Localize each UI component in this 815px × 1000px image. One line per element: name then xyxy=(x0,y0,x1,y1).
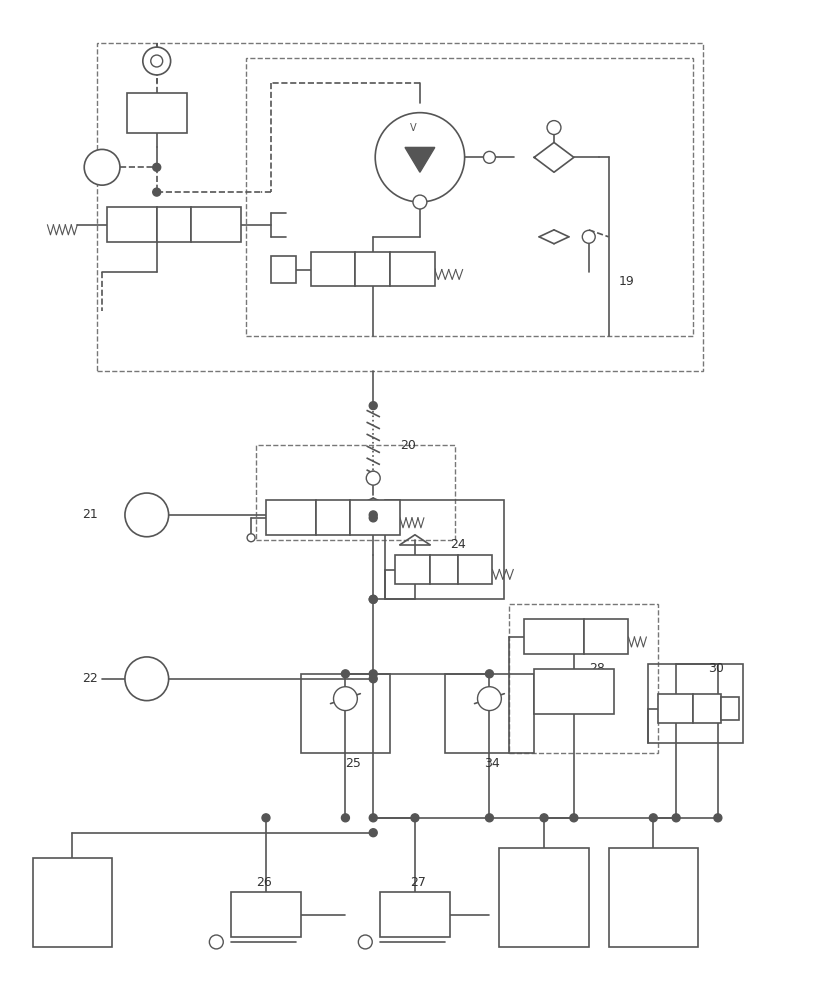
Circle shape xyxy=(369,471,377,479)
Bar xyxy=(390,252,435,286)
Circle shape xyxy=(359,935,372,949)
Circle shape xyxy=(262,814,270,822)
Circle shape xyxy=(84,149,120,185)
Bar xyxy=(107,207,156,242)
Text: 22: 22 xyxy=(82,672,98,685)
Circle shape xyxy=(369,595,377,603)
Circle shape xyxy=(478,687,501,711)
Circle shape xyxy=(540,814,548,822)
Text: V: V xyxy=(410,123,416,133)
Circle shape xyxy=(483,151,496,163)
Circle shape xyxy=(369,514,377,522)
Bar xyxy=(301,674,390,753)
Bar xyxy=(315,500,350,535)
Bar xyxy=(584,619,628,654)
Circle shape xyxy=(152,188,161,196)
Text: 29: 29 xyxy=(519,876,535,889)
Polygon shape xyxy=(405,147,435,172)
Bar xyxy=(355,252,390,286)
Circle shape xyxy=(570,814,578,822)
Bar xyxy=(609,848,698,947)
Bar xyxy=(256,445,455,540)
Circle shape xyxy=(411,814,419,822)
Bar xyxy=(127,93,187,133)
Bar xyxy=(659,694,693,723)
Circle shape xyxy=(486,814,493,822)
Text: N: N xyxy=(130,120,136,130)
Circle shape xyxy=(333,687,357,711)
Circle shape xyxy=(143,47,170,75)
Bar xyxy=(458,555,492,584)
Bar xyxy=(720,697,738,720)
Circle shape xyxy=(369,814,377,822)
Text: 28: 28 xyxy=(588,662,605,675)
Text: 30: 30 xyxy=(708,662,724,675)
Circle shape xyxy=(341,670,350,678)
Bar xyxy=(311,252,355,286)
Text: 25: 25 xyxy=(346,757,361,770)
Text: 34: 34 xyxy=(484,757,500,770)
Circle shape xyxy=(650,814,657,822)
Bar xyxy=(192,207,241,242)
Bar xyxy=(395,555,430,584)
Circle shape xyxy=(486,670,493,678)
Bar xyxy=(266,500,315,535)
Circle shape xyxy=(672,814,681,822)
Text: 26: 26 xyxy=(256,876,271,889)
Bar xyxy=(693,694,720,723)
Circle shape xyxy=(125,657,169,701)
Bar xyxy=(231,892,301,937)
Circle shape xyxy=(152,163,161,171)
Bar xyxy=(271,256,296,283)
Text: 21: 21 xyxy=(82,508,98,521)
Circle shape xyxy=(369,675,377,683)
Circle shape xyxy=(582,230,595,243)
Text: 19: 19 xyxy=(619,275,634,288)
Text: 20: 20 xyxy=(400,439,416,452)
Circle shape xyxy=(547,121,561,135)
Circle shape xyxy=(714,814,722,822)
Circle shape xyxy=(369,595,377,603)
Text: M: M xyxy=(137,514,143,524)
Circle shape xyxy=(369,402,377,410)
Circle shape xyxy=(125,493,169,537)
Bar xyxy=(534,669,614,714)
Text: 27: 27 xyxy=(410,876,426,889)
Bar xyxy=(246,58,693,336)
Text: 31: 31 xyxy=(649,876,664,889)
Circle shape xyxy=(341,814,350,822)
Bar xyxy=(524,619,584,654)
Bar xyxy=(445,674,534,753)
Bar xyxy=(33,858,112,947)
Bar xyxy=(500,848,588,947)
Circle shape xyxy=(413,195,427,209)
Bar xyxy=(156,207,192,242)
Bar xyxy=(97,43,703,371)
Circle shape xyxy=(366,471,380,485)
Bar xyxy=(649,664,742,743)
Text: 23: 23 xyxy=(73,876,88,889)
Bar xyxy=(350,500,400,535)
Bar xyxy=(385,500,504,599)
Circle shape xyxy=(369,829,377,837)
Bar xyxy=(380,892,450,937)
Circle shape xyxy=(247,534,255,542)
Bar xyxy=(509,604,659,753)
Text: 24: 24 xyxy=(450,538,465,551)
Circle shape xyxy=(369,511,377,519)
Circle shape xyxy=(369,670,377,678)
Bar xyxy=(430,555,458,584)
Circle shape xyxy=(151,55,163,67)
Circle shape xyxy=(375,113,465,202)
Circle shape xyxy=(209,935,223,949)
